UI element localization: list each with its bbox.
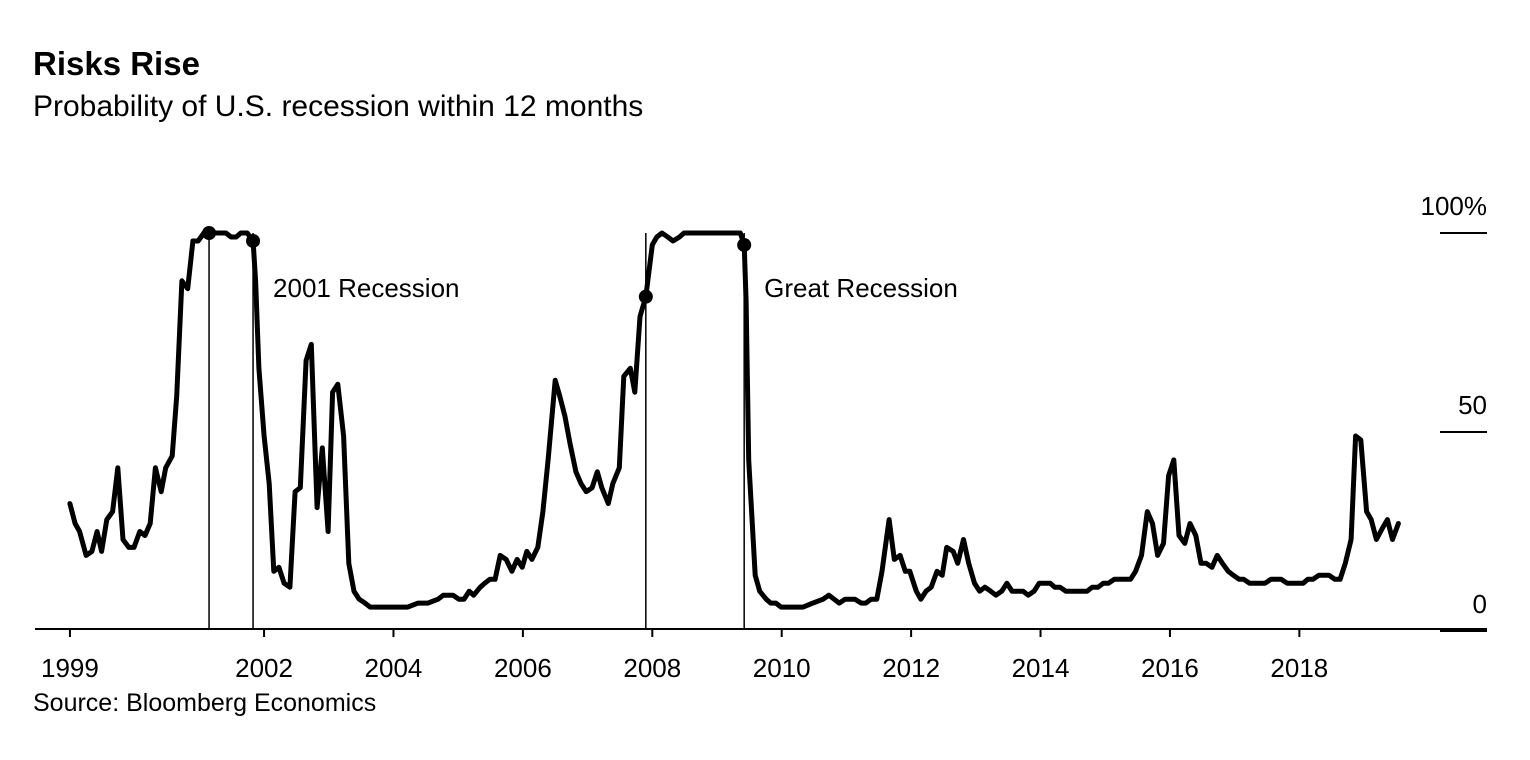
x-tick-label: 2012 [882, 653, 940, 683]
x-tick-label: 2006 [494, 653, 552, 683]
x-tick-label: 2018 [1270, 653, 1328, 683]
x-tick-label: 2004 [365, 653, 423, 683]
chart-subtitle: Probability of U.S. recession within 12 … [33, 90, 643, 123]
x-tick-label: 2008 [623, 653, 681, 683]
probability-line [67, 230, 1401, 610]
recession-label: 2001 Recession [273, 273, 459, 303]
source-note: Source: Bloomberg Economics [33, 689, 376, 717]
x-tick-label: 2002 [235, 653, 293, 683]
y-tick-label: 50 [1458, 390, 1487, 420]
recession-marker [638, 289, 653, 304]
chart-title: Risks Rise [33, 45, 200, 82]
recession-marker [737, 237, 752, 252]
recession-marker [246, 233, 261, 248]
y-tick-label: 100% [1421, 191, 1488, 221]
y-tick-label: 0 [1473, 589, 1487, 619]
x-tick-label: 1999 [41, 653, 99, 683]
x-tick-label: 2010 [753, 653, 811, 683]
x-tick-label: 2016 [1141, 653, 1199, 683]
x-tick-label: 2014 [1012, 653, 1070, 683]
recession-marker [202, 226, 217, 240]
recession-label: Great Recession [764, 273, 958, 303]
